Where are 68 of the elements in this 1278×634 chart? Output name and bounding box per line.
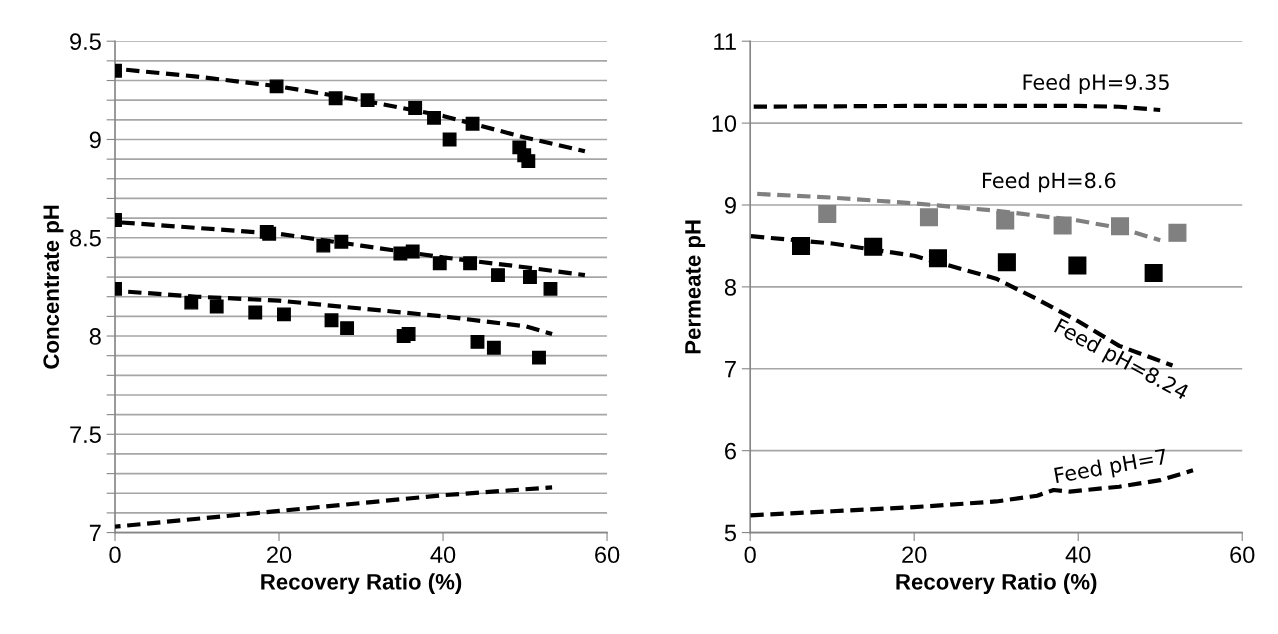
x-tick-label: 20 [902,546,927,564]
point [334,234,349,249]
point [818,204,837,224]
point [393,246,408,261]
y-tick-label: 10 [712,115,737,132]
point [427,110,441,125]
point [248,305,263,320]
point [864,237,883,256]
point [277,307,291,322]
x-tick-label: 60 [1230,546,1255,564]
point [532,350,546,365]
x-tick-label: 20 [267,546,292,564]
y-tick-label: 8 [724,278,736,296]
point [184,295,199,310]
y-axis-title: Permeate pH [685,220,706,354]
annotation: Feed pH=9.35 [1023,73,1169,95]
point [328,91,343,106]
point [401,327,416,341]
point [928,249,948,268]
point [340,321,355,336]
x-axis-title: Recovery Ratio (%) [896,573,1097,595]
point [1068,256,1087,275]
point [919,208,938,227]
line-series [115,485,555,529]
point [269,79,284,94]
point [1053,216,1072,235]
point [543,281,558,296]
y-tick-label: 6 [725,442,736,460]
x-tick-label: 0 [744,546,756,564]
y-tick-label: 5 [724,524,736,542]
y-tick-label: 7.5 [70,426,101,444]
point [1144,263,1163,282]
point [521,154,536,169]
point [470,334,485,349]
point [442,132,457,147]
point [463,256,478,271]
x-tick-label: 40 [430,546,456,564]
point [465,116,480,131]
point [997,253,1016,272]
annotation: Feed pH=7 [1054,448,1168,488]
point [432,256,447,271]
y-tick-label: 8.5 [70,229,101,247]
point [486,340,501,355]
y-axis-title: Concentrate pH [43,205,64,369]
x-tick-label: 40 [1065,546,1091,564]
point [324,313,339,328]
point [792,236,811,255]
y-tick-label: 11 [714,33,736,50]
y-tick-label: 7 [89,524,101,542]
point [405,244,420,259]
point [491,268,505,283]
point [360,93,375,108]
point [316,238,331,253]
point [1111,217,1130,236]
annotation: Feed pH=8.6 [982,172,1116,193]
y-tick-label: 8 [89,328,101,345]
x-axis-title: Recovery Ratio (%) [261,573,462,595]
y-tick-label: 9 [724,197,736,214]
y-tick-label: 9 [89,131,101,149]
point [1168,223,1187,242]
y-tick-label: 7 [725,361,736,378]
y-tick-label: 9.5 [70,33,101,50]
point [209,299,224,314]
point [408,101,423,115]
x-tick-label: 60 [595,546,620,564]
x-tick-label: 0 [109,546,121,564]
point [996,211,1015,230]
point [523,270,537,285]
